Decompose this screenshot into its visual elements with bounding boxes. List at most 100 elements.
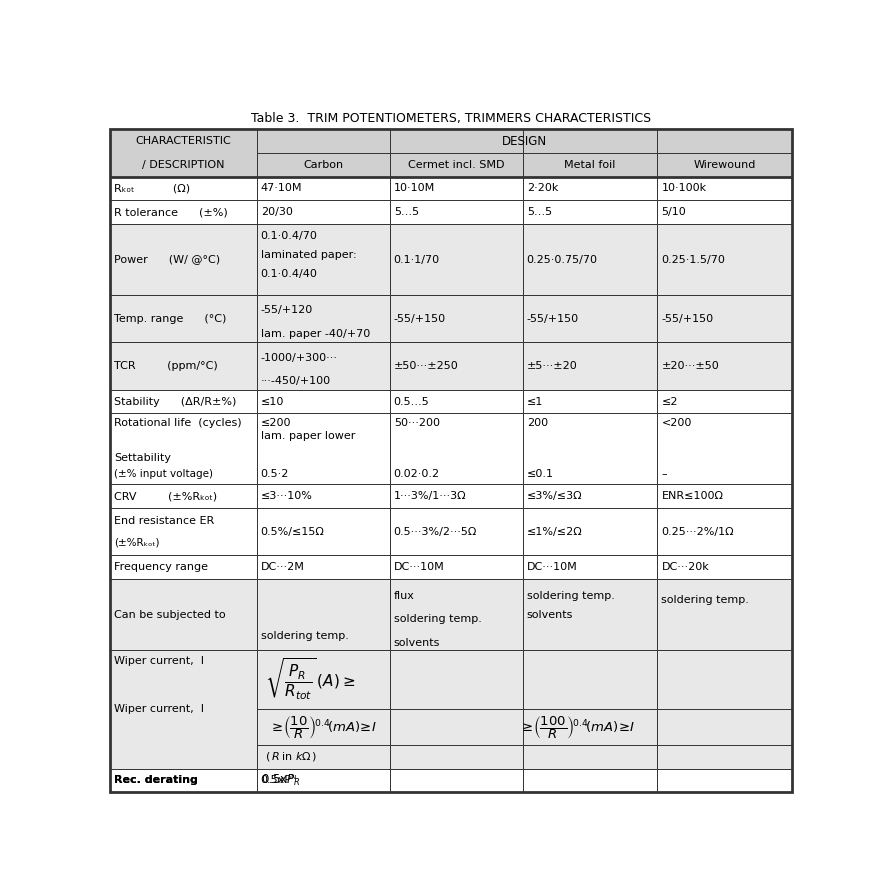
Text: 10·100k: 10·100k bbox=[662, 183, 707, 193]
Bar bbox=[390, 295, 523, 342]
Bar bbox=[523, 390, 657, 413]
Text: lam. paper lower: lam. paper lower bbox=[260, 431, 356, 441]
Bar bbox=[390, 130, 523, 177]
Text: 5/10: 5/10 bbox=[662, 207, 686, 217]
Text: / DESCRIPTION: / DESCRIPTION bbox=[142, 160, 224, 170]
Text: 0.25·1.5/70: 0.25·1.5/70 bbox=[662, 255, 725, 265]
Bar bbox=[257, 769, 390, 792]
Text: DC···20k: DC···20k bbox=[662, 562, 709, 572]
Text: ≤3···10%: ≤3···10% bbox=[260, 492, 312, 502]
Bar bbox=[110, 413, 257, 485]
Bar bbox=[657, 177, 792, 200]
Text: 0.5···3%/2···5Ω: 0.5···3%/2···5Ω bbox=[393, 527, 477, 536]
Bar bbox=[257, 224, 390, 295]
Text: ≤1%/≤2Ω: ≤1%/≤2Ω bbox=[527, 527, 583, 536]
Text: ≤2: ≤2 bbox=[662, 397, 678, 407]
Bar bbox=[657, 555, 792, 579]
Text: Wiper current,  I: Wiper current, I bbox=[114, 656, 204, 666]
Text: DC···10M: DC···10M bbox=[527, 562, 577, 572]
Text: (±% input voltage): (±% input voltage) bbox=[114, 468, 213, 479]
Text: –: – bbox=[662, 468, 667, 479]
Bar bbox=[390, 555, 523, 579]
Bar bbox=[257, 200, 390, 224]
Text: 50···200: 50···200 bbox=[393, 417, 440, 428]
Text: Rₖₒₜ           (Ω): Rₖₒₜ (Ω) bbox=[114, 183, 190, 193]
Bar bbox=[523, 200, 657, 224]
Text: TCR         (ppm/°C): TCR (ppm/°C) bbox=[114, 361, 218, 371]
Bar bbox=[523, 769, 657, 792]
Text: 20/30: 20/30 bbox=[260, 207, 292, 217]
Text: ≤3%/≤3Ω: ≤3%/≤3Ω bbox=[527, 492, 583, 502]
Bar bbox=[657, 413, 792, 485]
Bar bbox=[523, 579, 657, 650]
Text: Metal foil: Metal foil bbox=[564, 160, 616, 170]
Text: 0.5%/≤15Ω: 0.5%/≤15Ω bbox=[260, 527, 325, 536]
Bar bbox=[110, 769, 257, 792]
Text: Wiper current,  I: Wiper current, I bbox=[114, 704, 204, 714]
Text: Stability      (ΔR/R±%): Stability (ΔR/R±%) bbox=[114, 397, 237, 407]
Bar bbox=[523, 485, 657, 508]
Bar bbox=[110, 177, 257, 200]
Bar bbox=[657, 769, 792, 792]
Text: 0.5…5: 0.5…5 bbox=[393, 397, 429, 407]
Text: R tolerance      (±%): R tolerance (±%) bbox=[114, 207, 228, 217]
Bar bbox=[110, 200, 257, 224]
Bar bbox=[390, 485, 523, 508]
Bar bbox=[110, 224, 257, 295]
Bar bbox=[257, 342, 390, 390]
Text: flux: flux bbox=[393, 591, 414, 601]
Text: Rec. derating: Rec. derating bbox=[114, 775, 198, 786]
Text: End resistance ER: End resistance ER bbox=[114, 516, 215, 527]
Text: ≤1: ≤1 bbox=[527, 397, 543, 407]
Bar bbox=[523, 342, 657, 390]
Bar bbox=[390, 177, 523, 200]
Bar bbox=[390, 579, 523, 650]
Bar bbox=[257, 390, 390, 413]
Bar bbox=[523, 650, 657, 769]
Bar bbox=[523, 177, 657, 200]
Text: Settability: Settability bbox=[114, 453, 171, 463]
Text: ±20···±50: ±20···±50 bbox=[662, 361, 719, 371]
Bar bbox=[110, 579, 257, 650]
Bar bbox=[657, 342, 792, 390]
Text: $\geq\!\left(\dfrac{10}{R}\right)^{\!0.4}\!(mA)\!\geq\! I$: $\geq\!\left(\dfrac{10}{R}\right)^{\!0.4… bbox=[269, 713, 378, 740]
Text: Temp. range      (°C): Temp. range (°C) bbox=[114, 314, 226, 324]
Bar bbox=[110, 508, 257, 555]
Text: 47·10M: 47·10M bbox=[260, 183, 302, 193]
Bar bbox=[523, 130, 657, 177]
Bar bbox=[110, 130, 257, 177]
Bar bbox=[390, 769, 523, 792]
Text: ···-450/+100: ···-450/+100 bbox=[260, 376, 331, 386]
Bar bbox=[523, 508, 657, 555]
Bar bbox=[523, 224, 657, 295]
Text: soldering temp.: soldering temp. bbox=[662, 595, 749, 605]
Bar bbox=[110, 342, 257, 390]
Bar bbox=[110, 650, 257, 769]
Text: ≤200: ≤200 bbox=[260, 417, 291, 428]
Text: -55/+150: -55/+150 bbox=[393, 314, 446, 324]
Text: 10·10M: 10·10M bbox=[393, 183, 435, 193]
Text: Rotational life  (cycles): Rotational life (cycles) bbox=[114, 417, 242, 428]
Text: 5…5: 5…5 bbox=[393, 207, 419, 217]
Bar bbox=[257, 508, 390, 555]
Text: 0.1·1/70: 0.1·1/70 bbox=[393, 255, 440, 265]
Text: DESIGN: DESIGN bbox=[502, 135, 546, 148]
Bar bbox=[523, 295, 657, 342]
Text: ≤0.1: ≤0.1 bbox=[527, 468, 554, 479]
Bar bbox=[110, 485, 257, 508]
Bar bbox=[257, 295, 390, 342]
Text: 2·20k: 2·20k bbox=[527, 183, 558, 193]
Bar bbox=[390, 390, 523, 413]
Bar bbox=[657, 224, 792, 295]
Text: ±5···±20: ±5···±20 bbox=[527, 361, 577, 371]
Text: Cermet incl. SMD: Cermet incl. SMD bbox=[407, 160, 504, 170]
Text: Carbon: Carbon bbox=[303, 160, 343, 170]
Text: 0.5xPᴺ: 0.5xPᴺ bbox=[260, 775, 297, 786]
Bar bbox=[657, 295, 792, 342]
Text: solvents: solvents bbox=[527, 610, 573, 620]
Bar bbox=[390, 224, 523, 295]
Text: Wirewound: Wirewound bbox=[693, 160, 756, 170]
Text: ±50···±250: ±50···±250 bbox=[393, 361, 458, 371]
Text: CHARACTERISTIC: CHARACTERISTIC bbox=[136, 136, 231, 146]
Bar bbox=[657, 130, 792, 177]
